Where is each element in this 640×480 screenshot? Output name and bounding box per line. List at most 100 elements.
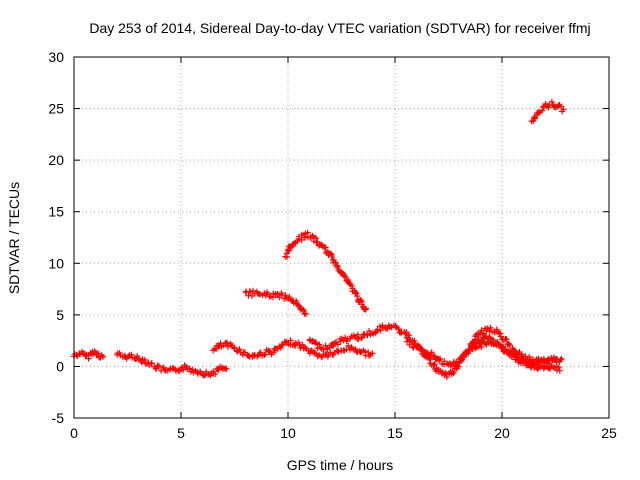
data-point <box>148 360 155 367</box>
data-point <box>95 350 102 357</box>
data-point <box>236 346 243 353</box>
data-point <box>125 353 132 360</box>
data-point <box>322 342 329 349</box>
data-point <box>539 107 546 114</box>
axis-ticks: 0 5 10 15 20 25 -5 0 5 10 15 20 25 30 <box>48 49 617 441</box>
data-point <box>298 236 305 243</box>
x-tick-label: 5 <box>177 425 185 441</box>
data-point <box>408 339 415 346</box>
data-point <box>341 274 348 280</box>
data-point <box>354 331 361 338</box>
grid-lines <box>74 57 609 418</box>
data-point <box>156 363 162 370</box>
data-point <box>449 369 456 376</box>
data-point <box>369 350 376 357</box>
data-point <box>328 253 335 260</box>
data-point <box>322 244 329 251</box>
data-point <box>313 340 319 347</box>
data-point <box>555 364 562 371</box>
data-point <box>212 371 219 377</box>
data-point <box>538 356 545 363</box>
data-point <box>314 238 321 245</box>
data-point <box>223 365 230 372</box>
data-point <box>548 98 555 105</box>
data-point <box>153 365 160 372</box>
data-point <box>345 342 352 349</box>
data-point <box>300 307 307 314</box>
data-point <box>395 326 402 332</box>
data-point <box>345 277 352 283</box>
data-point <box>513 352 520 359</box>
data-point <box>279 342 286 349</box>
data-point <box>430 362 437 369</box>
y-tick-label: 0 <box>56 358 64 374</box>
data-point <box>270 349 277 356</box>
data-point <box>257 349 264 356</box>
data-point <box>128 351 135 358</box>
data-point <box>431 353 437 359</box>
data-point <box>512 356 519 363</box>
data-point <box>524 357 531 364</box>
data-point <box>89 351 96 358</box>
data-series-arc-c <box>210 337 376 361</box>
data-point <box>487 324 494 331</box>
data-point <box>456 359 463 366</box>
y-tick-label: 15 <box>48 204 64 220</box>
data-point <box>100 353 106 360</box>
data-point <box>316 341 323 348</box>
plot-frame <box>73 56 610 419</box>
data-point <box>437 355 444 362</box>
x-tick-label: 15 <box>387 425 403 441</box>
data-point <box>450 369 457 376</box>
data-point <box>363 305 369 312</box>
data-point <box>526 354 533 360</box>
data-point <box>335 341 341 348</box>
data-point <box>431 361 438 367</box>
data-point <box>557 356 564 363</box>
data-point <box>266 348 273 355</box>
data-point <box>466 348 473 355</box>
x-tick-label: 25 <box>601 425 617 441</box>
y-tick-label: 5 <box>56 307 64 323</box>
data-point <box>189 366 196 373</box>
data-series-arc-b <box>114 350 230 379</box>
data-point <box>337 338 344 345</box>
y-tick-label: 25 <box>48 101 64 117</box>
y-tick-label: 10 <box>48 255 64 271</box>
data-point <box>372 329 379 336</box>
data-point <box>406 332 413 339</box>
data-point <box>503 336 510 343</box>
data-point <box>215 366 222 373</box>
data-point <box>302 311 309 317</box>
data-point <box>553 359 560 366</box>
data-series-arc-h <box>469 338 560 369</box>
y-axis-title: SDTVAR / TECUs <box>6 182 22 294</box>
x-tick-label: 0 <box>70 425 78 441</box>
data-point <box>274 291 281 297</box>
y-tick-label: 30 <box>48 49 64 65</box>
data-point <box>287 337 294 344</box>
data-point <box>247 289 254 295</box>
data-series-arc-i <box>528 98 567 125</box>
data-point <box>224 339 231 346</box>
data-point <box>354 293 361 300</box>
data-point <box>332 259 339 266</box>
data-point <box>295 236 302 242</box>
data-point <box>262 351 269 358</box>
data-series-arc-e <box>282 229 369 313</box>
data-point <box>560 106 567 113</box>
data-point <box>295 302 302 309</box>
data-point <box>428 349 435 356</box>
data-point <box>556 367 563 374</box>
chart-title: Day 253 of 2014, Sidereal Day-to-day VTE… <box>89 20 590 36</box>
data-point <box>309 232 316 239</box>
data-series-arc-d <box>242 287 309 317</box>
data-point <box>558 355 565 362</box>
x-axis-title: GPS time / hours <box>287 457 394 473</box>
data-point <box>482 340 489 347</box>
data-point <box>282 292 289 299</box>
data-series-layer <box>71 98 567 381</box>
data-point <box>180 366 187 373</box>
